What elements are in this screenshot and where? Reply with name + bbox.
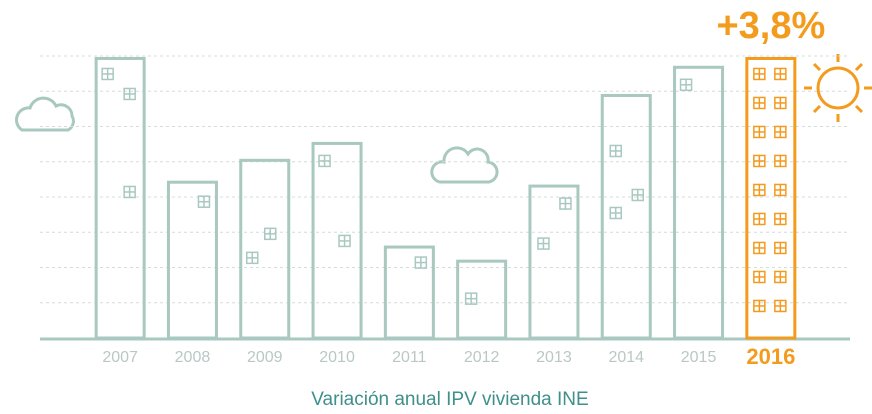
- annotation: +3,8%: [716, 5, 825, 47]
- bar: [383, 245, 435, 340]
- bar: [94, 56, 146, 340]
- bar: [166, 180, 218, 340]
- x-tick-label: 2009: [247, 349, 283, 366]
- x-tick-label: 2011: [392, 349, 427, 366]
- sun: [804, 54, 872, 122]
- bar: [673, 65, 725, 340]
- x-tick-label: 2014: [608, 349, 644, 366]
- x-tick-label: 2008: [175, 349, 211, 366]
- bar: [456, 259, 508, 340]
- cloud: [430, 146, 499, 184]
- x-tick-label: 2010: [319, 349, 355, 366]
- x-tick-label: 2007: [102, 349, 138, 366]
- bar: [745, 56, 797, 340]
- x-tick-label: 2015: [681, 349, 717, 366]
- x-tick-label: 2016: [746, 344, 795, 369]
- bar: [239, 158, 291, 340]
- cloud: [15, 96, 75, 132]
- bar: [600, 93, 652, 340]
- x-axis-label: Variación anual IPV vivienda INE: [311, 389, 588, 410]
- bar: [311, 141, 363, 340]
- bar: [528, 184, 580, 340]
- x-tick-label: 2012: [464, 349, 500, 366]
- x-tick-label: 2013: [536, 349, 572, 366]
